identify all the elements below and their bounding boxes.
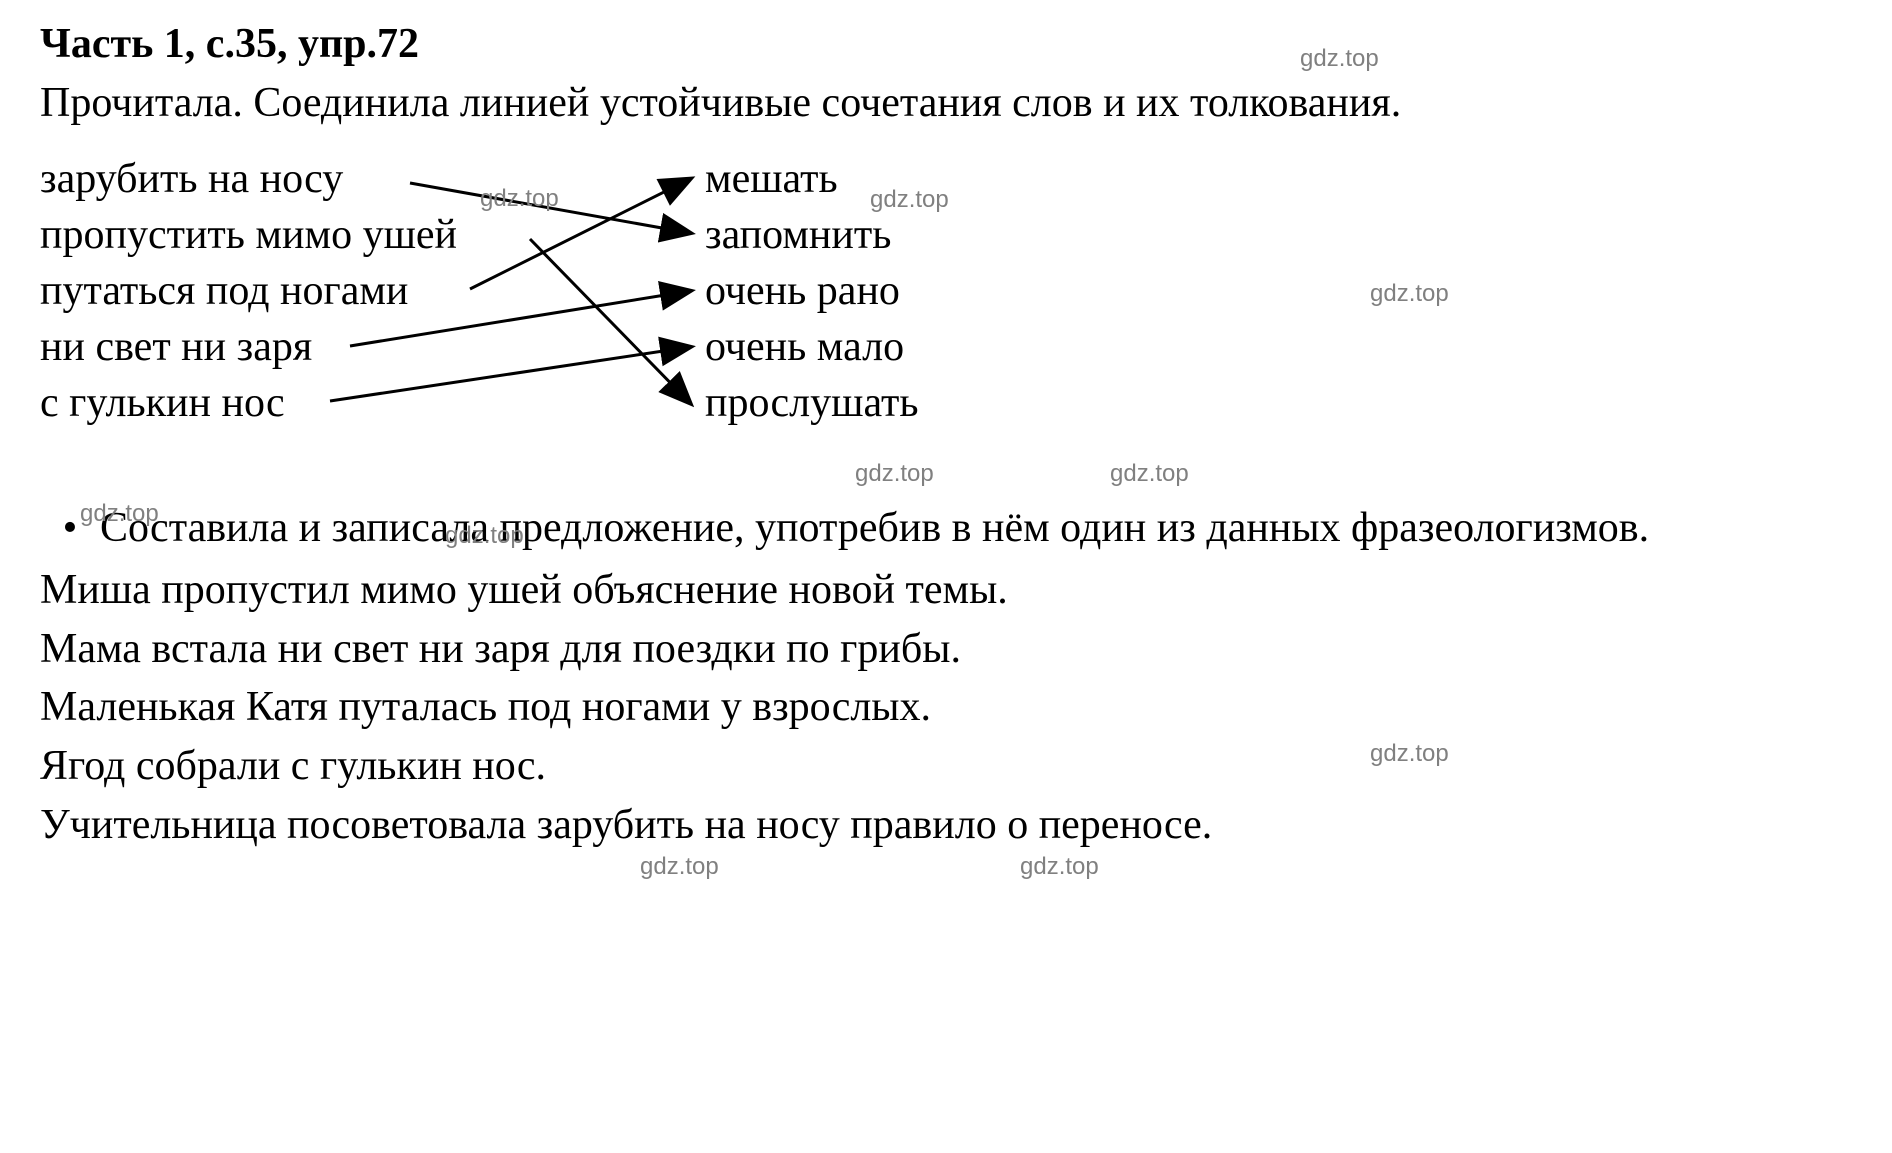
example-sentence: Ягод собрали с гулькин нос. bbox=[40, 739, 1852, 794]
right-item: прослушать bbox=[705, 375, 919, 431]
left-item: с гулькин нос bbox=[40, 375, 457, 431]
watermark-text: gdz.top bbox=[445, 522, 524, 550]
example-sentence: Учительница посоветовала зарубить на нос… bbox=[40, 798, 1852, 853]
watermark-text: gdz.top bbox=[855, 460, 934, 488]
watermark-text: gdz.top bbox=[1300, 45, 1379, 73]
example-sentence: Миша пропустил мимо ушей объяснение ново… bbox=[40, 563, 1852, 618]
left-item: путаться под ногами bbox=[40, 263, 457, 319]
right-item: запомнить bbox=[705, 207, 919, 263]
left-item: ни свет ни заря bbox=[40, 319, 457, 375]
watermark-text: gdz.top bbox=[1020, 853, 1099, 881]
watermark-text: gdz.top bbox=[480, 185, 559, 213]
bullet-intro-text: Составила и записала предложение, употре… bbox=[100, 505, 1649, 551]
bullet-section: •Составила и записала предложение, употр… bbox=[40, 501, 1852, 853]
left-phrases-column: зарубить на носу пропустить мимо ушей пу… bbox=[40, 151, 457, 431]
left-item: пропустить мимо ушей bbox=[40, 207, 457, 263]
bullet-intro: •Составила и записала предложение, употр… bbox=[40, 501, 1852, 556]
left-item: зарубить на носу bbox=[40, 151, 457, 207]
arrow-line bbox=[530, 239, 690, 403]
example-sentence: Маленькая Катя путалась под ногами у взр… bbox=[40, 680, 1852, 735]
intro-paragraph: Прочитала. Соединила линией устойчивые с… bbox=[40, 76, 1852, 131]
right-item: очень рано bbox=[705, 263, 919, 319]
example-sentence: Мама встала ни свет ни заря для поездки … bbox=[40, 622, 1852, 677]
watermark-text: gdz.top bbox=[640, 853, 719, 881]
watermark-text: gdz.top bbox=[1370, 740, 1449, 768]
watermark-text: gdz.top bbox=[80, 500, 159, 528]
exercise-title: Часть 1, c.35, упр.72 bbox=[40, 20, 1852, 68]
watermark-text: gdz.top bbox=[1110, 460, 1189, 488]
watermark-text: gdz.top bbox=[1370, 280, 1449, 308]
watermark-text: gdz.top bbox=[870, 186, 949, 214]
right-item: очень мало bbox=[705, 319, 919, 375]
